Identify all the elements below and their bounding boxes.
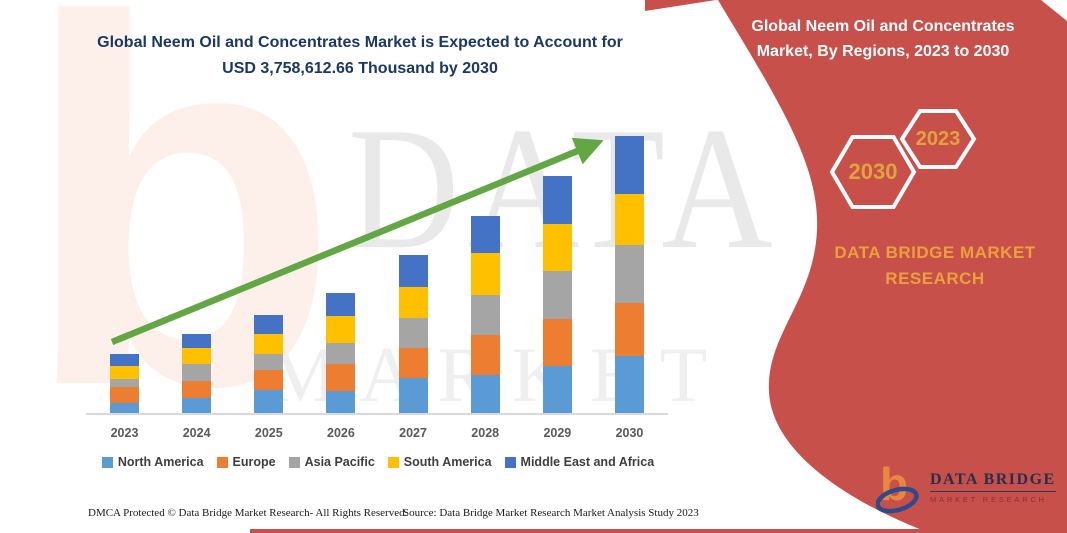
x-tick-2025: 2025 xyxy=(254,426,283,440)
x-tick-2026: 2026 xyxy=(327,426,355,440)
bar-segment-north-america-2026 xyxy=(326,391,356,413)
legend-item-south-america: South America xyxy=(387,455,492,469)
bar-segment-south-america-2026 xyxy=(326,316,356,343)
legend-label-asia-pacific: Asia Pacific xyxy=(304,455,375,469)
bar-segment-middle-east-and-africa-2024 xyxy=(182,334,212,348)
bar-2023: 2023 xyxy=(110,354,139,440)
banner-heading: Global Neem Oil and Concentrates Market,… xyxy=(751,18,1015,60)
bar-segment-europe-2028 xyxy=(470,335,500,375)
bar-segment-north-america-2024 xyxy=(182,398,212,413)
legend-swatch-north-america xyxy=(101,456,113,468)
bar-2028: 2028 xyxy=(470,216,500,440)
legend-item-asia-pacific: Asia Pacific xyxy=(288,455,375,469)
bar-segment-europe-2030 xyxy=(614,303,644,356)
x-tick-2024: 2024 xyxy=(182,426,211,440)
legend-swatch-middle-east-and-africa xyxy=(504,456,516,468)
x-tick-2029: 2029 xyxy=(543,426,572,440)
x-tick-2027: 2027 xyxy=(399,426,427,440)
bar-2029: 2029 xyxy=(542,176,572,440)
bar-segment-south-america-2029 xyxy=(542,224,572,271)
bar-segment-europe-2027 xyxy=(398,348,428,378)
bar-segment-north-america-2027 xyxy=(398,378,428,413)
footer-source-text: Source: Data Bridge Market Research Mark… xyxy=(403,507,699,519)
logo-tagline-text: MARKET RESEARCH xyxy=(930,494,1047,504)
bar-segment-middle-east-and-africa-2025 xyxy=(254,315,284,334)
legend-item-north-america: North America xyxy=(101,455,204,469)
hexagon-2030 xyxy=(829,135,917,209)
bar-segment-middle-east-and-africa-2027 xyxy=(398,255,428,287)
bar-2027: 2027 xyxy=(398,255,428,440)
bar-2030: 2030 xyxy=(614,136,644,440)
bar-segment-europe-2024 xyxy=(182,381,212,398)
bar-segment-middle-east-and-africa-2023 xyxy=(110,354,139,366)
bar-segment-asia-pacific-2029 xyxy=(542,271,572,319)
bar-segment-middle-east-and-africa-2029 xyxy=(542,176,572,224)
legend-item-europe: Europe xyxy=(216,455,276,469)
x-axis-line xyxy=(86,413,668,415)
bar-segment-asia-pacific-2023 xyxy=(110,379,139,387)
legend-label-middle-east-and-africa: Middle East and Africa xyxy=(520,455,655,469)
hexagon-2023 xyxy=(899,109,977,169)
bar-segment-north-america-2029 xyxy=(542,366,572,413)
bar-segment-north-america-2025 xyxy=(254,390,284,413)
x-tick-2028: 2028 xyxy=(471,426,500,440)
hexagon-2030-label: 2030 xyxy=(848,159,898,184)
bar-segment-south-america-2028 xyxy=(470,253,500,295)
bar-segment-asia-pacific-2028 xyxy=(470,295,500,335)
bar-segment-north-america-2023 xyxy=(110,403,139,413)
logo-brand-text: DATA BRIDGE xyxy=(930,471,1056,492)
legend-item-middle-east-and-africa: Middle East and Africa xyxy=(504,455,655,469)
bar-segment-asia-pacific-2026 xyxy=(326,343,356,364)
logo-b-icon: b xyxy=(876,460,919,514)
bar-segment-asia-pacific-2025 xyxy=(254,354,284,370)
bar-segment-south-america-2025 xyxy=(254,334,284,354)
hexagon-2023-label: 2023 xyxy=(915,128,961,150)
bar-segment-north-america-2030 xyxy=(614,356,644,413)
svg-text:b: b xyxy=(880,460,908,510)
brand-text: DATA BRIDGE MARKET RESEARCH xyxy=(834,243,1036,288)
bar-2026: 2026 xyxy=(326,293,356,440)
bar-segment-asia-pacific-2024 xyxy=(182,364,212,381)
bars-row: 2023 2024 2025 2026 2027 2028 2029 2030 xyxy=(110,133,644,440)
x-tick-2030: 2030 xyxy=(615,426,644,440)
legend-label-north-america: North America xyxy=(117,455,204,469)
legend-swatch-europe xyxy=(216,456,228,468)
bar-2025: 2025 xyxy=(254,315,284,440)
company-logo: b DATA BRIDGE MARKET RESEARCH xyxy=(876,460,1056,514)
bar-segment-south-america-2027 xyxy=(398,287,428,318)
bar-segment-asia-pacific-2027 xyxy=(398,318,428,348)
bar-segment-europe-2023 xyxy=(110,387,139,403)
chart-legend: North America Europe Asia Pacific South Ame… xyxy=(86,455,670,469)
bar-segment-south-america-2024 xyxy=(182,348,212,364)
bar-segment-south-america-2030 xyxy=(614,194,644,245)
x-tick-2023: 2023 xyxy=(110,426,139,440)
legend-label-europe: Europe xyxy=(232,455,276,469)
chart-title: Global Neem Oil and Concentrates Market … xyxy=(97,34,623,77)
legend-swatch-asia-pacific xyxy=(288,456,300,468)
bar-segment-south-america-2023 xyxy=(110,366,139,379)
bar-2024: 2024 xyxy=(182,334,212,440)
bar-segment-middle-east-and-africa-2030 xyxy=(614,136,644,194)
bar-segment-europe-2026 xyxy=(326,364,356,391)
legend-label-south-america: South America xyxy=(403,455,492,469)
legend-swatch-south-america xyxy=(387,456,399,468)
bar-segment-asia-pacific-2030 xyxy=(614,245,644,303)
bar-segment-europe-2025 xyxy=(254,370,284,390)
bar-segment-europe-2029 xyxy=(542,319,572,366)
bar-segment-middle-east-and-africa-2026 xyxy=(326,293,356,316)
bar-segment-north-america-2028 xyxy=(470,375,500,413)
bar-segment-middle-east-and-africa-2028 xyxy=(470,216,500,253)
footer-dmca-text: DMCA Protected © Data Bridge Market Rese… xyxy=(88,507,408,519)
